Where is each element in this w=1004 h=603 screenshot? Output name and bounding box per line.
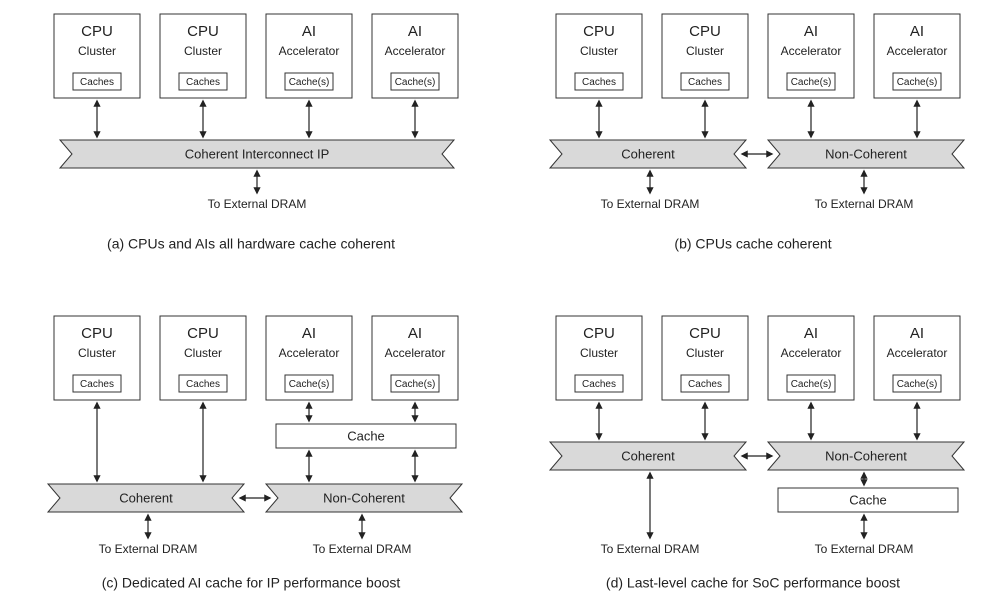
cpu-cache-label: Caches [186, 379, 220, 390]
panel-c: CPU Cluster Caches CPU Cluster Caches AI Accele… [0, 302, 502, 603]
caption: (a) CPUs and AIs all hardware cache cohe… [107, 236, 395, 252]
dram-label: To External DRAM [815, 542, 914, 556]
cpu-cache-label: Caches [688, 77, 722, 88]
ai-sub: Accelerator [781, 44, 842, 58]
cpu-sub: Cluster [78, 44, 116, 58]
cpu-cache-label: Caches [80, 77, 114, 88]
cpu-title: CPU [81, 23, 113, 40]
ai-title: AI [804, 324, 818, 341]
cpu-cache-label: Caches [582, 379, 616, 390]
cpu-cache-label: Caches [688, 379, 722, 390]
ai-cache-label: Cache(s) [289, 379, 330, 390]
cpu-title: CPU [583, 324, 615, 341]
caption: (b) CPUs cache coherent [674, 236, 831, 252]
dram-label: To External DRAM [601, 542, 700, 556]
cache-bar-label: Cache [347, 428, 385, 443]
cpu-sub: Cluster [580, 44, 618, 58]
cpu-sub: Cluster [184, 346, 222, 360]
ai-cache-label: Cache(s) [791, 379, 832, 390]
right-label: Non-Coherent [825, 146, 907, 161]
cpu-title: CPU [583, 23, 615, 40]
dram-label: To External DRAM [99, 542, 198, 556]
ai-title: AI [804, 23, 818, 40]
ai-sub: Accelerator [279, 346, 340, 360]
ai-title: AI [910, 324, 924, 341]
ai-title: AI [910, 23, 924, 40]
caption: (d) Last-level cache for SoC performance… [606, 574, 900, 590]
cpu-sub: Cluster [686, 44, 724, 58]
ai-title: AI [408, 23, 422, 40]
cpu-cache-label: Caches [186, 77, 220, 88]
ai-sub: Accelerator [279, 44, 340, 58]
right-label: Non-Coherent [825, 448, 907, 463]
cpu-title: CPU [81, 324, 113, 341]
cpu-title: CPU [187, 23, 219, 40]
ai-sub: Accelerator [887, 346, 948, 360]
left-label: Coherent [119, 490, 173, 505]
ai-cache-label: Cache(s) [395, 77, 436, 88]
left-label: Coherent [621, 146, 675, 161]
ai-sub: Accelerator [781, 346, 842, 360]
cpu-title: CPU [187, 324, 219, 341]
ai-sub: Accelerator [887, 44, 948, 58]
panel-a: CPU Cluster Caches CPU Cluster Caches AI Accele… [0, 0, 502, 302]
ai-cache-label: Cache(s) [897, 77, 938, 88]
ai-sub: Accelerator [385, 346, 446, 360]
cpu-title: CPU [689, 324, 721, 341]
dram-label: To External DRAM [815, 197, 914, 211]
panel-d: CPU Cluster Caches CPU Cluster Caches AI Accele… [502, 302, 1004, 603]
caption: (c) Dedicated AI cache for IP performanc… [102, 574, 401, 590]
cpu-cache-label: Caches [582, 77, 616, 88]
cpu-sub: Cluster [686, 346, 724, 360]
cpu-title: CPU [689, 23, 721, 40]
panel-b: CPU Cluster Caches CPU Cluster Caches AI Accele… [502, 0, 1004, 302]
ai-cache-label: Cache(s) [897, 379, 938, 390]
ai-cache-label: Cache(s) [791, 77, 832, 88]
left-label: Coherent [621, 448, 675, 463]
cpu-cache-label: Caches [80, 379, 114, 390]
right-label: Non-Coherent [323, 490, 405, 505]
cache-bar-label: Cache [849, 492, 887, 507]
ai-cache-label: Cache(s) [289, 77, 330, 88]
dram-label: To External DRAM [601, 197, 700, 211]
cpu-sub: Cluster [184, 44, 222, 58]
ai-title: AI [302, 324, 316, 341]
ai-sub: Accelerator [385, 44, 446, 58]
dram-label: To External DRAM [313, 542, 412, 556]
dram-label: To External DRAM [208, 197, 307, 211]
ai-cache-label: Cache(s) [395, 379, 436, 390]
ai-title: AI [408, 324, 422, 341]
ai-title: AI [302, 23, 316, 40]
cpu-sub: Cluster [580, 346, 618, 360]
cpu-sub: Cluster [78, 346, 116, 360]
main-label: Coherent Interconnect IP [185, 146, 330, 161]
